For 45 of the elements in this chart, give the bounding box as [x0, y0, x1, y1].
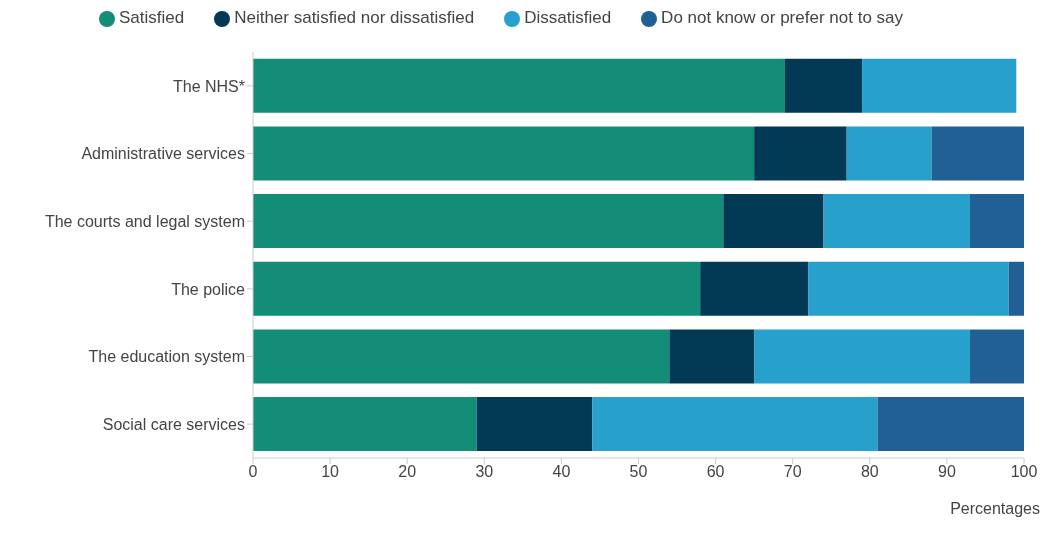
- legend-label: Dissatisfied: [524, 8, 612, 27]
- x-tick-label: 30: [475, 463, 494, 481]
- bar: [669, 329, 755, 384]
- bar: [970, 329, 1024, 384]
- y-tick-label: The courts and legal system: [44, 212, 245, 230]
- x-tick-label: 100: [1010, 463, 1038, 481]
- bar: [253, 126, 755, 181]
- bar: [1008, 261, 1024, 316]
- bar: [253, 261, 701, 316]
- x-tick-label: 60: [706, 463, 725, 481]
- x-tick-label: 50: [629, 463, 648, 481]
- legend-label: Do not know or prefer not to say: [661, 8, 904, 27]
- bar: [846, 126, 932, 181]
- bar: [823, 194, 971, 249]
- bar: [253, 194, 724, 249]
- bar: [754, 329, 971, 384]
- y-tick-label: Social care services: [102, 415, 245, 433]
- bar: [784, 58, 863, 113]
- bar: [723, 194, 824, 249]
- x-tick-label: 80: [860, 463, 879, 481]
- bar: [970, 194, 1024, 249]
- legend-label: Satisfied: [118, 8, 185, 27]
- x-tick-label: 10: [321, 463, 340, 481]
- bar: [700, 261, 809, 316]
- x-tick-label: 40: [552, 463, 571, 481]
- x-axis-title: Percentages: [950, 500, 1040, 517]
- y-tick-label: Administrative services: [81, 145, 245, 163]
- bar: [877, 397, 1024, 452]
- y-tick-label: The education system: [88, 348, 245, 366]
- legend-label: Neither satisfied nor dissatisfied: [234, 8, 475, 27]
- bar: [862, 58, 1017, 113]
- x-tick-label: 0: [248, 463, 258, 481]
- x-tick-label: 70: [783, 463, 802, 481]
- x-tick-label: 90: [938, 463, 956, 481]
- y-tick-label: The police: [171, 280, 246, 298]
- bar: [253, 397, 477, 452]
- bar: [808, 261, 1009, 316]
- bar: [931, 126, 1024, 181]
- bar: [253, 329, 670, 384]
- bar: [253, 58, 785, 113]
- bar: [754, 126, 847, 181]
- bar: [592, 397, 878, 452]
- bar: [476, 397, 593, 452]
- x-tick-label: 20: [398, 463, 417, 481]
- y-tick-label: The NHS*: [172, 77, 245, 95]
